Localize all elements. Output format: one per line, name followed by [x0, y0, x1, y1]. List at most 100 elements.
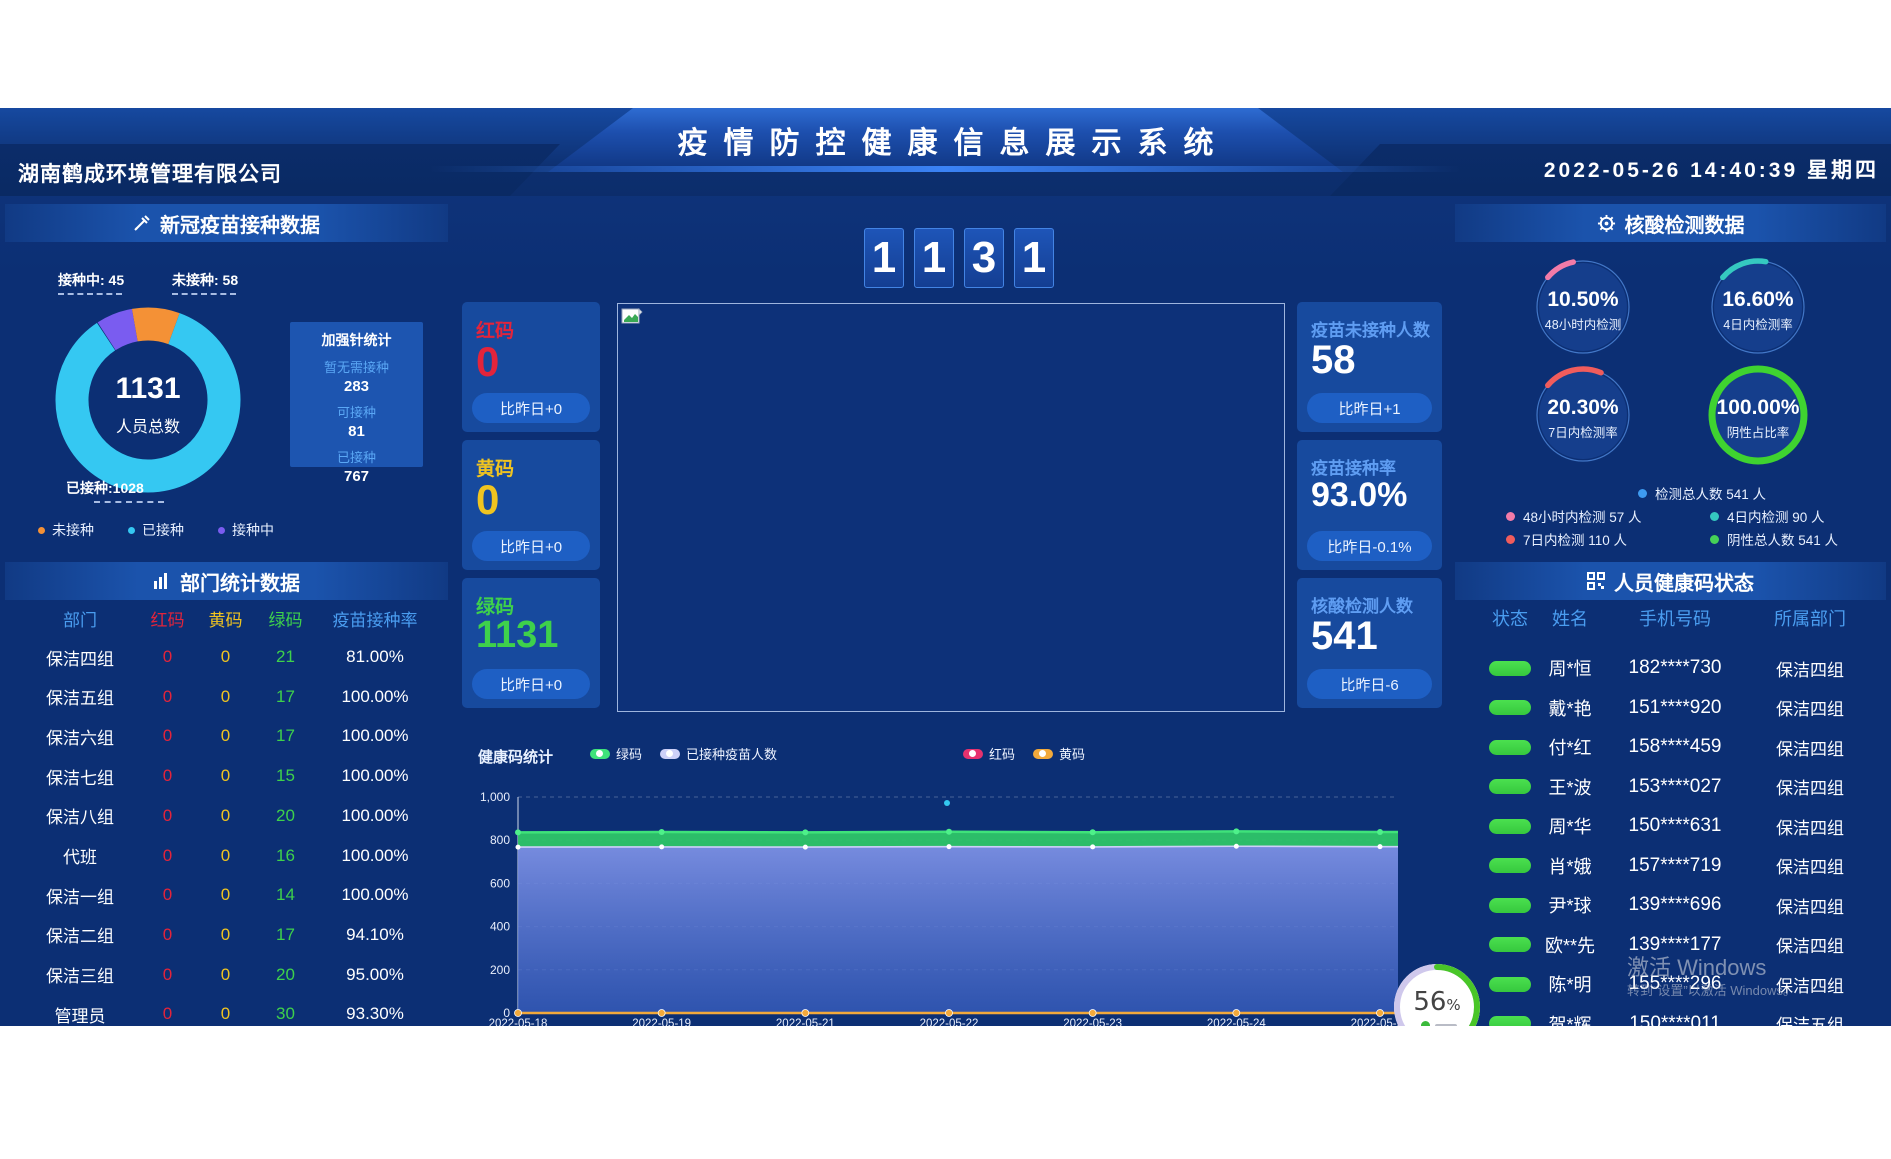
- delta-badge: 比昨日+0: [472, 393, 590, 423]
- chart-legend-item[interactable]: 已接种疫苗人数: [660, 744, 777, 763]
- name-cell: 贺*辉: [1548, 1014, 1592, 1027]
- dept-col-header: 黄码: [208, 610, 243, 630]
- windows-activation-watermark: 激活 Windows: [1627, 955, 1767, 980]
- summary-stat-card: 疫苗接种率 93.0% 比昨日-0.1%: [1297, 440, 1442, 570]
- green-code-pill: [1489, 779, 1531, 794]
- health-code-line-chart: 0 200 400 600 800 1,000 2022-05-18 2022-05-19 20…: [480, 790, 1410, 1026]
- booster-item-value: 283: [343, 378, 370, 395]
- green-code-pill: [1489, 739, 1531, 755]
- legend-label: 黄码: [1059, 747, 1086, 762]
- dept-cell: 0: [220, 766, 231, 786]
- dept-col-header: 部门: [63, 610, 97, 630]
- dept-cell: 0: [220, 845, 231, 865]
- legend-item[interactable]: 接种中: [218, 520, 274, 540]
- nucleic-stat-item: 阴性总人数 541 人: [1710, 529, 1838, 549]
- chart-legend-item[interactable]: 红码: [963, 744, 1015, 763]
- health-table-row: 肖*娥 157****719 保洁四组: [1455, 849, 1886, 883]
- legend-item[interactable]: 未接种: [38, 520, 94, 540]
- svg-text:2022-05-22: 2022-05-22: [920, 1018, 979, 1026]
- dept-col-header: 绿码: [268, 610, 303, 630]
- dept-cell: 0: [220, 686, 231, 706]
- vaccine-donut-chart: 1131 人员总数: [55, 307, 241, 493]
- counter-digit: 1: [864, 228, 904, 288]
- chart-legend-item[interactable]: 绿码: [590, 744, 642, 763]
- stat-label: 检测总人数 541 人: [1655, 487, 1767, 502]
- health-panel-title: 人员健康码状态: [1614, 572, 1754, 595]
- code-stat-card: 绿码 1131 比昨日+0: [462, 578, 600, 708]
- dept-cell: 94.10%: [346, 924, 404, 944]
- dept-cell: 0: [162, 726, 173, 746]
- nucleic-stat-item: 检测总人数 541 人: [1638, 483, 1766, 503]
- dept-cell: 保洁八组: [46, 808, 114, 828]
- legend-item[interactable]: 已接种: [128, 520, 184, 540]
- dept-cell: 100.00%: [341, 686, 409, 706]
- card-label: 核酸检测人数: [1311, 597, 1413, 616]
- health-col-header: 手机号码: [1639, 609, 1711, 629]
- legend-swatch: [590, 748, 610, 759]
- svg-text:1131: 1131: [115, 372, 180, 405]
- green-code-pill: [1489, 818, 1531, 834]
- legend-swatch: [660, 748, 681, 759]
- gauge-label: 阴性占比率: [1726, 426, 1790, 440]
- dept-table-row: 代班 0 0 16 100.00%: [5, 839, 448, 873]
- name-cell: 周*华: [1548, 817, 1592, 837]
- stat-label: 阴性总人数 541 人: [1727, 533, 1839, 548]
- card-value: 58: [1311, 338, 1356, 382]
- card-value: 93.0%: [1311, 476, 1408, 514]
- svg-text:600: 600: [490, 876, 510, 890]
- nucleic-panel-title: 核酸检测数据: [1624, 214, 1745, 237]
- counter-digit: 1: [1014, 228, 1054, 288]
- svg-text:2022-05-21: 2022-05-21: [776, 1018, 835, 1026]
- status-cell: [1475, 809, 1545, 843]
- delta-badge: 比昨日+0: [472, 531, 590, 561]
- svg-text:400: 400: [490, 920, 510, 934]
- dept-table-row: 管理员 0 0 30 93.30%: [5, 997, 448, 1026]
- chart-legend-item[interactable]: 黄码: [1033, 744, 1085, 763]
- status-cell: [1475, 730, 1545, 764]
- health-table-row: 王*波 153****027 保洁四组: [1455, 770, 1886, 804]
- loader-ring: [1394, 964, 1480, 1026]
- dept-cell: 保洁六组: [46, 728, 114, 748]
- health-table-row: 贺*辉 150****011 保洁五组: [1455, 1007, 1886, 1027]
- card-label: 绿码: [476, 597, 515, 618]
- loader-percent: 56%: [1413, 987, 1461, 1017]
- dept-cell: 保洁四组: [1776, 937, 1844, 956]
- card-value: 0: [476, 338, 500, 385]
- virus-gear-icon: [1597, 214, 1615, 232]
- dept-cell: 0: [162, 845, 173, 865]
- green-code-pill: [1489, 700, 1531, 715]
- dept-table-header: 部门 红码 黄码 绿码 疫苗接种率: [5, 601, 448, 635]
- dept-cell: 17: [276, 726, 295, 746]
- dept-cell: 17: [276, 924, 295, 944]
- status-cell: [1475, 849, 1545, 883]
- booster-item-value: 81: [348, 423, 365, 440]
- name-cell: 王*波: [1548, 777, 1592, 798]
- nucleic-panel-titlebar: 核酸检测数据: [1455, 204, 1886, 242]
- name-cell: 付*红: [1548, 738, 1592, 758]
- legend-dot: [128, 526, 135, 534]
- stat-label: 48小时内检测 57 人: [1523, 510, 1642, 525]
- legend-label: 红码: [989, 747, 1016, 762]
- legend-dot: [38, 526, 45, 534]
- svg-text:2022-05-25: 2022-05-25: [1351, 1018, 1410, 1026]
- code-stat-card: 黄码 0 比昨日+0: [462, 440, 600, 570]
- chart-title: 健康码统计: [478, 749, 554, 766]
- dept-table-row: 保洁八组 0 0 20 100.00%: [5, 799, 448, 833]
- header-accent-line: [430, 166, 1460, 172]
- delta-badge: 比昨日-6: [1307, 669, 1432, 699]
- dept-cell: 0: [220, 964, 231, 984]
- dept-cell: 0: [220, 924, 231, 944]
- code-stat-card: 红码 0 比昨日+0: [462, 302, 600, 432]
- broken-image-icon: [621, 308, 643, 324]
- vaccine-donut-legend: 未接种 已接种 接种中: [38, 520, 274, 540]
- dept-cell: 81.00%: [346, 647, 404, 666]
- booster-item-label: 暂无需接种: [323, 360, 389, 375]
- donut-callout-vaccinating: 接种中: 45: [58, 270, 124, 295]
- health-table-header: 状态 姓名 手机号码 所属部门: [1455, 601, 1886, 635]
- health-col-header: 姓名: [1552, 609, 1588, 629]
- syringe-icon: [134, 215, 150, 231]
- legend-label: 未接种: [52, 522, 94, 538]
- dept-cell: 保洁四组: [1776, 818, 1844, 838]
- legend-label: 接种中: [232, 522, 274, 538]
